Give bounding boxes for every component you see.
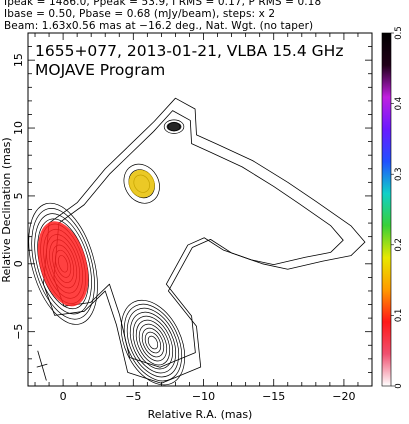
x-tick-label: −15 xyxy=(262,390,285,403)
y-axis-label: Relative Declination (mas) xyxy=(0,137,13,282)
contour-ring-core xyxy=(28,202,98,325)
second-contour xyxy=(53,110,344,368)
y-tick-label: −5 xyxy=(12,324,25,340)
y-axis: −5 0 5 10 15 xyxy=(12,32,372,387)
contour-ring-southern-component xyxy=(123,303,183,382)
contour-ring-core xyxy=(31,208,95,320)
colorbar-tick-label: 0.1 xyxy=(394,309,404,323)
colorbar-tick-label: 0 xyxy=(394,383,404,388)
contour-ring-southern-component xyxy=(132,315,174,370)
x-axis: 0 −5 −10 −15 −20 xyxy=(34,33,373,403)
polarization-layer xyxy=(37,121,182,307)
contour-ring-southern-component xyxy=(120,299,186,386)
x-tick-label: 0 xyxy=(60,390,67,403)
contour-ring-jet-knot-b xyxy=(163,119,185,134)
polarization-fill-jet-knot-b xyxy=(166,121,182,132)
colorbar-tick-label: 0.5 xyxy=(394,26,404,40)
outer-contour xyxy=(43,97,366,384)
beam-marker xyxy=(36,350,48,381)
colorbar-tick-label: 0.2 xyxy=(394,238,404,252)
x-tick-label: −5 xyxy=(125,390,141,403)
header-line-1: Ipeak = 1486.0, Ppeak = 53.9, I RMS = 0.… xyxy=(4,0,322,8)
contour-ring-southern-component xyxy=(135,319,171,366)
contour-ring-southern-component xyxy=(126,307,180,378)
contour-ring-southern-component xyxy=(129,311,177,374)
contour-ring-southern-component xyxy=(144,331,162,354)
polarization-fill-jet-knot-a xyxy=(128,169,155,198)
header-line-2: Ibase = 0.50, Pbase = 0.68 (mJy/beam), s… xyxy=(4,8,276,20)
header-line-3: Beam: 1.63x0.56 mas at −16.2 deg., Nat. … xyxy=(4,20,314,32)
contour-ring-core xyxy=(34,213,92,315)
plot-frame xyxy=(27,32,373,387)
chart-title: 1655+077, 2013-01-21, VLBA 15.4 GHz xyxy=(35,42,343,60)
x-tick-label: −10 xyxy=(192,390,215,403)
colorbar-tick-label: 0.4 xyxy=(394,97,404,111)
y-tick-label: 15 xyxy=(12,53,25,67)
y-tick-label: 0 xyxy=(12,260,25,267)
contour-ring-southern-component xyxy=(141,327,165,358)
beam-minor-axis xyxy=(36,363,48,368)
chart-subtitle: MOJAVE Program xyxy=(35,61,165,79)
polarization-fill-core xyxy=(37,221,89,307)
x-axis-label: Relative R.A. (mas) xyxy=(148,408,253,421)
y-tick-label: 5 xyxy=(12,192,25,199)
colorbar-tick-label: 0.3 xyxy=(394,167,404,181)
colorbar-axis: 0 0.1 0.2 0.3 0.4 0.5 xyxy=(391,26,404,389)
colorbar xyxy=(381,32,392,387)
contour-ring-southern-component xyxy=(147,335,159,350)
x-tick-label: −20 xyxy=(332,390,355,403)
contour-ring-southern-component xyxy=(138,323,168,362)
contour-ring-jet-knot-a xyxy=(123,163,160,204)
y-tick-label: 10 xyxy=(12,121,25,135)
